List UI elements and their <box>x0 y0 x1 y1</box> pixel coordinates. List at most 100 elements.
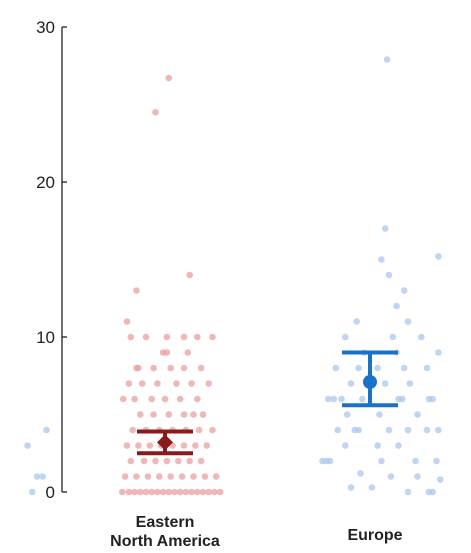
mean-marker <box>157 434 173 451</box>
category-label-line1: Eastern <box>136 514 195 531</box>
data-point <box>123 318 131 325</box>
data-point <box>197 364 205 372</box>
data-point <box>119 395 127 403</box>
data-point <box>347 484 355 491</box>
data-point <box>404 426 412 434</box>
data-point <box>188 380 195 387</box>
data-point <box>180 333 188 341</box>
data-point <box>216 488 224 496</box>
data-point <box>199 488 207 496</box>
y-tick-label: 30 <box>36 18 55 37</box>
data-point <box>167 364 174 372</box>
data-point <box>343 411 351 418</box>
y-tick-label: 20 <box>36 173 55 192</box>
data-point <box>24 442 31 449</box>
data-point <box>211 488 218 496</box>
data-point <box>429 395 437 403</box>
data-point <box>359 395 366 403</box>
data-point <box>180 411 188 418</box>
data-point <box>137 411 144 418</box>
data-point <box>29 488 36 496</box>
data-point <box>205 380 212 387</box>
data-point <box>195 426 203 434</box>
data-point <box>152 109 159 116</box>
data-point <box>150 364 157 372</box>
data-point <box>355 426 362 434</box>
data-point <box>188 488 195 496</box>
data-point <box>381 380 389 387</box>
data-point <box>423 364 431 372</box>
data-point <box>400 287 408 294</box>
data-point <box>374 364 381 372</box>
category-label: Europe <box>347 527 402 544</box>
data-point <box>171 488 178 496</box>
data-point <box>140 457 148 465</box>
data-point <box>144 473 152 480</box>
data-point <box>142 333 150 341</box>
data-point <box>142 488 150 496</box>
data-point <box>119 488 126 496</box>
data-point <box>385 426 393 434</box>
data-point <box>342 442 349 449</box>
data-point <box>146 442 154 449</box>
data-point <box>338 395 345 403</box>
data-point <box>127 457 135 465</box>
data-point <box>209 333 216 341</box>
data-point <box>387 473 395 480</box>
data-point <box>186 457 193 465</box>
data-point <box>378 256 385 263</box>
data-point <box>176 488 184 496</box>
data-point <box>135 442 142 449</box>
data-point <box>178 473 186 480</box>
data-point <box>167 473 174 480</box>
data-point <box>133 287 140 294</box>
data-point <box>357 470 364 477</box>
data-point <box>163 457 171 465</box>
data-point <box>148 395 155 403</box>
data-point <box>342 333 349 341</box>
data-point <box>404 488 412 496</box>
data-point <box>389 333 397 341</box>
data-point <box>33 473 41 480</box>
data-point <box>326 457 334 465</box>
mean-marker <box>363 374 377 389</box>
data-point <box>324 395 332 403</box>
data-point <box>199 411 207 418</box>
data-point <box>395 442 402 449</box>
data-point <box>374 442 381 449</box>
data-point <box>150 411 157 418</box>
data-point <box>165 488 173 496</box>
data-point <box>137 488 144 496</box>
data-point <box>383 56 391 63</box>
data-point <box>131 488 138 496</box>
data-point <box>125 488 133 496</box>
data-point <box>400 364 408 372</box>
data-point <box>39 473 46 480</box>
data-point <box>184 349 192 356</box>
data-point <box>156 473 163 480</box>
data-point <box>173 380 180 387</box>
data-point <box>165 74 173 82</box>
data-point <box>213 473 220 480</box>
y-tick-label: 0 <box>46 483 55 502</box>
data-point <box>180 364 188 372</box>
data-point <box>131 395 138 403</box>
data-point <box>414 411 421 418</box>
data-point <box>192 442 199 449</box>
category-label-line2: North America <box>110 533 220 550</box>
data-point <box>194 333 201 341</box>
data-point <box>135 364 142 372</box>
data-point <box>406 380 414 387</box>
data-point <box>347 380 355 387</box>
data-point <box>332 364 340 372</box>
data-point <box>376 411 383 418</box>
data-point <box>201 473 209 480</box>
data-point <box>423 426 431 434</box>
data-point <box>133 473 140 480</box>
data-point <box>175 457 182 465</box>
data-point <box>154 488 161 496</box>
data-point <box>435 253 442 260</box>
data-point <box>148 488 155 496</box>
data-point <box>182 488 190 496</box>
